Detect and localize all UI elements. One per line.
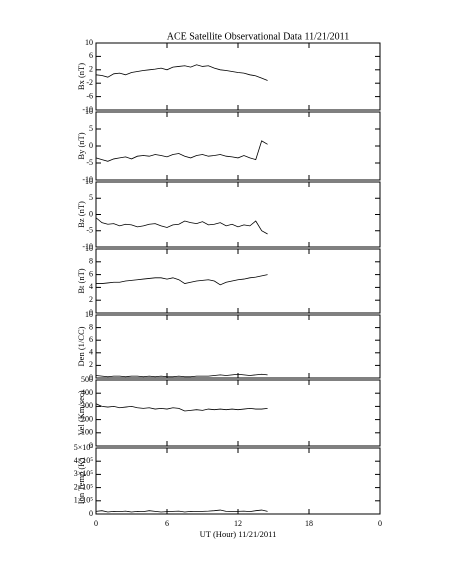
y-tick-label: 10 bbox=[85, 177, 93, 186]
y-tick-label: 0 bbox=[89, 509, 93, 518]
y-tick-label: 8 bbox=[89, 257, 93, 266]
y-axis-label: Ion Temp (K) bbox=[76, 458, 86, 505]
chart-title: ACE Satellite Observational Data 11/21/2… bbox=[167, 31, 350, 42]
y-tick-label: -6 bbox=[86, 91, 93, 100]
y-axis-label: Bz (nT) bbox=[76, 201, 86, 228]
panel-frame bbox=[95, 379, 381, 447]
data-line bbox=[95, 64, 268, 81]
y-tick-label: 10 bbox=[85, 38, 93, 47]
y-tick-label: 6 bbox=[89, 51, 93, 60]
y-tick-label: 6 bbox=[89, 269, 93, 278]
y-tick-label: -10 bbox=[82, 175, 93, 184]
y-tick-label: 2×10⁵ bbox=[74, 482, 94, 491]
y-tick-label: -10 bbox=[82, 105, 93, 114]
y-tick-label: 8 bbox=[89, 322, 93, 331]
y-tick-label: 5 bbox=[89, 193, 93, 202]
y-tick-label: 0 bbox=[89, 141, 93, 150]
y-tick-label: 2 bbox=[89, 295, 93, 304]
y-tick-label: 10 bbox=[85, 310, 93, 319]
y-tick-label: 100 bbox=[81, 428, 93, 437]
y-tick-label: 3×10⁵ bbox=[74, 469, 94, 478]
data-line bbox=[95, 373, 268, 378]
y-tick-label: 4×10⁵ bbox=[74, 456, 94, 465]
y-tick-label: 2 bbox=[89, 65, 93, 74]
x-tick-label: 0 bbox=[378, 519, 382, 528]
x-tick-label: 12 bbox=[234, 519, 242, 528]
panel-frame bbox=[95, 181, 381, 248]
y-tick-label: 2 bbox=[89, 360, 93, 369]
y-tick-label: 6 bbox=[89, 335, 93, 344]
data-line bbox=[95, 403, 268, 412]
y-tick-label: 0 bbox=[89, 209, 93, 218]
x-axis-label: UT (Hour) 11/21/2011 bbox=[200, 529, 277, 539]
data-line bbox=[95, 509, 268, 513]
y-tick-label: 1×10⁵ bbox=[74, 496, 94, 505]
y-tick-label: 5 bbox=[89, 124, 93, 133]
y-tick-label: 0 bbox=[89, 373, 93, 382]
panel-frame bbox=[95, 248, 381, 314]
y-tick-label: -5 bbox=[86, 158, 93, 167]
data-line bbox=[95, 140, 268, 162]
y-tick-label: 0 bbox=[89, 441, 93, 450]
data-line bbox=[95, 217, 268, 235]
y-tick-label: 10 bbox=[85, 244, 93, 253]
y-tick-label: 200 bbox=[81, 414, 93, 423]
x-tick-label: 18 bbox=[305, 519, 313, 528]
panel-frame bbox=[95, 42, 381, 111]
y-tick-label: 4 bbox=[89, 348, 93, 357]
y-tick-label: 300 bbox=[81, 401, 93, 410]
y-tick-label: -10 bbox=[82, 242, 93, 251]
y-axis-label: Vel (Km/sec) bbox=[76, 390, 86, 435]
y-tick-label: 500 bbox=[81, 375, 93, 384]
panel-frame bbox=[95, 314, 381, 379]
data-line bbox=[96, 274, 268, 286]
y-tick-label: 5×10⁵ bbox=[74, 443, 94, 452]
y-tick-label: 10 bbox=[85, 107, 93, 116]
y-axis-label: Den (1/CC) bbox=[76, 326, 86, 366]
y-tick-label: 4 bbox=[89, 282, 93, 291]
panel-frame bbox=[95, 447, 381, 515]
y-axis-label: By (nT) bbox=[76, 132, 86, 159]
y-tick-label: -5 bbox=[86, 226, 93, 235]
y-axis-label: Bt (nT) bbox=[76, 268, 86, 293]
panel-frame bbox=[95, 111, 381, 181]
x-tick-label: 6 bbox=[165, 519, 169, 528]
y-axis-label: Bx (nT) bbox=[76, 63, 86, 90]
x-tick-label: 0 bbox=[94, 519, 98, 528]
y-tick-label: 400 bbox=[81, 388, 93, 397]
y-tick-label: -2 bbox=[86, 78, 93, 87]
y-tick-label: 0 bbox=[89, 308, 93, 317]
